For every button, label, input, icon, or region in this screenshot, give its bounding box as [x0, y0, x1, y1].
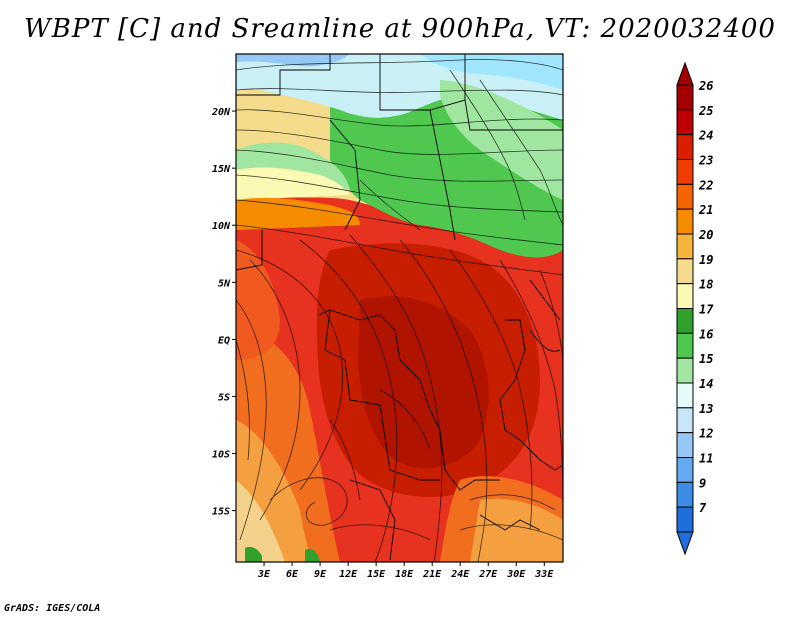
- lon-tick-label: 30E: [506, 569, 526, 580]
- colorbar-label: 18: [699, 278, 713, 292]
- colorbar-label: 14: [699, 377, 713, 391]
- colorbar-label: 9: [699, 476, 706, 490]
- colorbar-swatch: [676, 134, 694, 161]
- colorbar-label: 19: [699, 253, 713, 267]
- colorbar: 26 25 24 23 22 21 20 19 18 17 16 15 14 13 12 11 9 7: [676, 61, 714, 556]
- map-frame: [235, 53, 564, 563]
- lon-tick-label: 9E: [314, 569, 327, 580]
- lat-tick-label: 15N: [212, 164, 231, 175]
- lat-tick-label: 10N: [212, 221, 231, 232]
- colorbar-label: 23: [698, 154, 713, 168]
- lon-tick-label: 15E: [367, 569, 386, 580]
- lon-tick-label: 3E: [257, 569, 271, 580]
- colorbar-label: 12: [699, 427, 713, 441]
- colorbar-swatch: [676, 233, 694, 260]
- colorbar-swatch: [676, 159, 694, 185]
- colorbar-label: 21: [698, 203, 713, 217]
- colorbar-swatch: [676, 481, 694, 508]
- colorbar-label: 25: [698, 104, 713, 118]
- colorbar-label: 15: [699, 352, 713, 366]
- lon-tick-label: 33E: [534, 569, 554, 580]
- colorbar-label: 16: [699, 327, 713, 341]
- streamlines: [236, 59, 563, 562]
- colorbar-label: 26: [698, 79, 713, 93]
- lat-tick-label: 5S: [218, 392, 230, 403]
- colorbar-label: 20: [698, 228, 713, 242]
- lon-tick-label: 27E: [478, 569, 498, 580]
- lon-tick-label: 12E: [339, 569, 358, 580]
- colorbar-label: 22: [698, 178, 713, 192]
- country-borders: [236, 54, 563, 561]
- colorbar-max-arrow: [676, 61, 694, 86]
- colorbar-label: 7: [699, 501, 707, 515]
- lon-tick-label: 6E: [286, 569, 299, 580]
- colorbar-swatch: [676, 208, 694, 235]
- lat-tick-label: 5N: [218, 278, 231, 289]
- wbpt-shading: [236, 54, 563, 562]
- lat-tick-label: 15S: [212, 507, 230, 518]
- colorbar-label: 13: [699, 402, 713, 416]
- longitude-axis: 3E 6E 9E 12E 15E 18E 21E 24E 27E 30E 33E: [257, 562, 554, 580]
- colorbar-swatch: [676, 382, 694, 409]
- colorbar-label: 11: [699, 452, 713, 466]
- colorbar-swatch: [676, 283, 694, 309]
- colorbar-swatch: [676, 258, 694, 285]
- colorbar-swatch: [676, 407, 694, 434]
- colorbar-swatch: [676, 84, 694, 111]
- page-title: WBPT [C] and Sreamline at 900hPa, VT: 20…: [24, 14, 776, 44]
- lat-tick-label: EQ: [218, 335, 230, 346]
- colorbar-swatch: [676, 109, 694, 136]
- colorbar-swatch: [676, 432, 694, 458]
- footer-credit: GrADS: IGES/COLA: [4, 603, 101, 614]
- colorbar-label: 17: [699, 303, 714, 317]
- colorbar-swatch: [676, 506, 694, 533]
- lon-tick-label: 24E: [450, 569, 470, 580]
- colorbar-swatch: [676, 332, 694, 359]
- lon-tick-label: 21E: [422, 569, 442, 580]
- colorbar-min-arrow: [676, 531, 694, 556]
- colorbar-swatch: [676, 308, 694, 334]
- colorbar-label: 24: [698, 129, 713, 143]
- latitude-axis: 20N 15N 10N 5N EQ 5S 10S 15S: [211, 107, 236, 518]
- colorbar-swatch: [676, 457, 694, 483]
- lon-tick-label: 18E: [395, 569, 414, 580]
- lat-tick-label: 10S: [212, 450, 230, 461]
- colorbar-swatch: [676, 183, 694, 210]
- lat-tick-label: 20N: [211, 107, 231, 118]
- colorbar-swatch: [676, 357, 694, 384]
